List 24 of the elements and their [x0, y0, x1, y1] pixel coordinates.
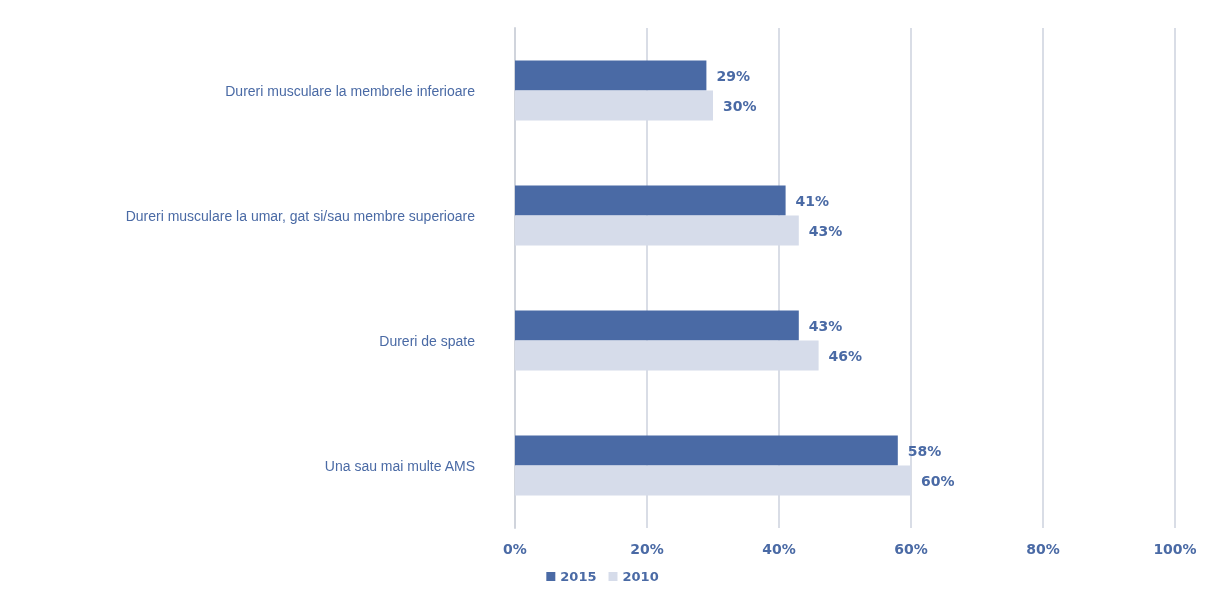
x-tick-label: 40% [762, 541, 796, 557]
bar [515, 435, 898, 466]
bar [515, 185, 786, 216]
bar [515, 60, 707, 91]
x-tick-label: 20% [630, 541, 664, 557]
y-tick-label: Dureri musculare la membrele inferioare [225, 82, 476, 99]
x-tick-label: 0% [503, 541, 527, 557]
x-tick-label: 100% [1153, 541, 1197, 557]
data-label: 58% [907, 442, 942, 459]
data-label: 43% [808, 222, 843, 239]
legend-label: 2015 [560, 569, 597, 584]
data-label: 29% [716, 67, 750, 84]
data-label: 46% [828, 347, 863, 364]
legend-label: 2010 [622, 569, 659, 584]
y-tick-label: Una sau mai multe AMS [324, 457, 475, 474]
bar [515, 310, 799, 341]
data-label: 30% [723, 97, 757, 114]
data-label: 60% [921, 472, 955, 489]
y-tick-label: Dureri de spate [379, 332, 476, 349]
x-tick-label: 60% [894, 541, 928, 557]
x-tick-label: 80% [1026, 541, 1060, 557]
y-tick-label: Dureri musculare la umar, gat si/sau membre superioare [125, 207, 476, 224]
data-label: 41% [795, 192, 830, 209]
data-label: 43% [808, 317, 843, 334]
